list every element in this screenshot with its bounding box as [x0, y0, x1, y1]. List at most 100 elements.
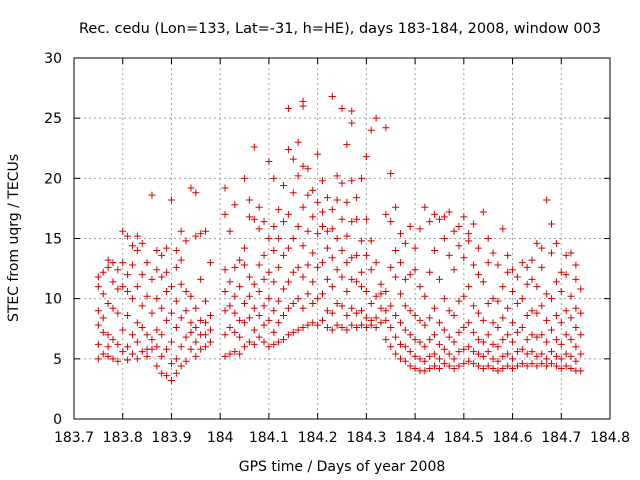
- data-point: [387, 343, 395, 351]
- data-point: [309, 299, 317, 307]
- data-point: [548, 220, 556, 228]
- data-point: [421, 343, 429, 351]
- data-point: [513, 362, 521, 370]
- data-point: [499, 364, 507, 372]
- data-point: [265, 343, 273, 351]
- data-point: [270, 222, 278, 230]
- data-point: [557, 364, 565, 372]
- data-point: [533, 362, 541, 370]
- data-point: [499, 283, 507, 291]
- data-point: [348, 321, 356, 329]
- data-point: [109, 336, 117, 344]
- data-point: [431, 210, 439, 218]
- y-tick-label: 5: [53, 352, 62, 368]
- data-point: [221, 352, 229, 360]
- data-point: [411, 336, 419, 344]
- data-point: [114, 266, 122, 274]
- data-point: [314, 150, 322, 158]
- data-point: [284, 331, 292, 339]
- data-point: [226, 350, 234, 358]
- data-point: [548, 348, 556, 356]
- data-point: [411, 364, 419, 372]
- data-point: [294, 138, 302, 146]
- data-point: [557, 319, 565, 327]
- data-point: [104, 299, 112, 307]
- data-point: [109, 355, 117, 363]
- data-point: [343, 326, 351, 334]
- data-point: [416, 355, 424, 363]
- data-point: [299, 273, 307, 281]
- data-point: [187, 328, 195, 336]
- data-point: [528, 348, 536, 356]
- data-point: [392, 273, 400, 281]
- data-point: [465, 343, 473, 351]
- data-point: [192, 304, 200, 312]
- data-point: [435, 319, 443, 327]
- data-point: [543, 290, 551, 298]
- data-point: [431, 304, 439, 312]
- data-point: [241, 244, 249, 252]
- data-point: [138, 324, 146, 332]
- data-point: [328, 93, 336, 101]
- data-point: [260, 338, 268, 346]
- data-point: [552, 336, 560, 344]
- data-point: [572, 275, 580, 283]
- data-point: [255, 203, 263, 211]
- data-point: [377, 304, 385, 312]
- data-point: [396, 230, 404, 238]
- data-point: [504, 331, 512, 339]
- data-point: [319, 222, 327, 230]
- data-point: [362, 215, 370, 223]
- data-point: [314, 295, 322, 303]
- data-point: [377, 280, 385, 288]
- data-point: [548, 326, 556, 334]
- data-point: [484, 348, 492, 356]
- data-point: [372, 292, 380, 300]
- data-point: [265, 235, 273, 242]
- data-markers: [94, 93, 585, 384]
- data-point: [343, 198, 351, 206]
- data-point: [450, 364, 458, 372]
- data-point: [353, 194, 361, 202]
- data-point: [562, 271, 570, 279]
- data-point: [377, 290, 385, 298]
- data-point: [421, 367, 429, 375]
- data-point: [567, 352, 575, 360]
- x-axis-label: GPS time / Days of year 2008: [239, 459, 446, 475]
- data-point: [353, 309, 361, 317]
- data-point: [479, 208, 487, 216]
- data-point: [333, 266, 341, 274]
- data-point: [177, 362, 185, 370]
- data-point: [343, 141, 351, 149]
- data-point: [494, 324, 502, 332]
- data-point: [265, 316, 273, 324]
- data-point: [562, 331, 570, 339]
- data-point: [450, 355, 458, 363]
- x-tick-label: 184.4: [395, 430, 435, 446]
- data-point: [94, 283, 102, 291]
- data-point: [124, 343, 132, 351]
- data-point: [153, 343, 161, 351]
- data-point: [280, 182, 288, 190]
- data-point: [309, 186, 317, 194]
- data-point: [562, 350, 570, 358]
- data-point: [192, 324, 200, 332]
- data-point: [250, 280, 258, 288]
- data-point: [319, 177, 327, 185]
- data-point: [362, 314, 370, 322]
- data-point: [143, 331, 151, 339]
- data-point: [245, 338, 253, 346]
- data-point: [338, 105, 346, 113]
- data-point: [392, 247, 400, 255]
- data-point: [401, 275, 409, 283]
- data-point: [538, 331, 546, 339]
- data-point: [572, 261, 580, 269]
- data-point: [99, 268, 107, 276]
- data-point: [470, 261, 478, 269]
- data-point: [236, 316, 244, 324]
- data-point: [182, 237, 190, 245]
- data-point: [406, 307, 414, 315]
- data-point: [109, 278, 117, 286]
- data-point: [470, 302, 478, 310]
- x-tick-label: 184: [207, 430, 234, 446]
